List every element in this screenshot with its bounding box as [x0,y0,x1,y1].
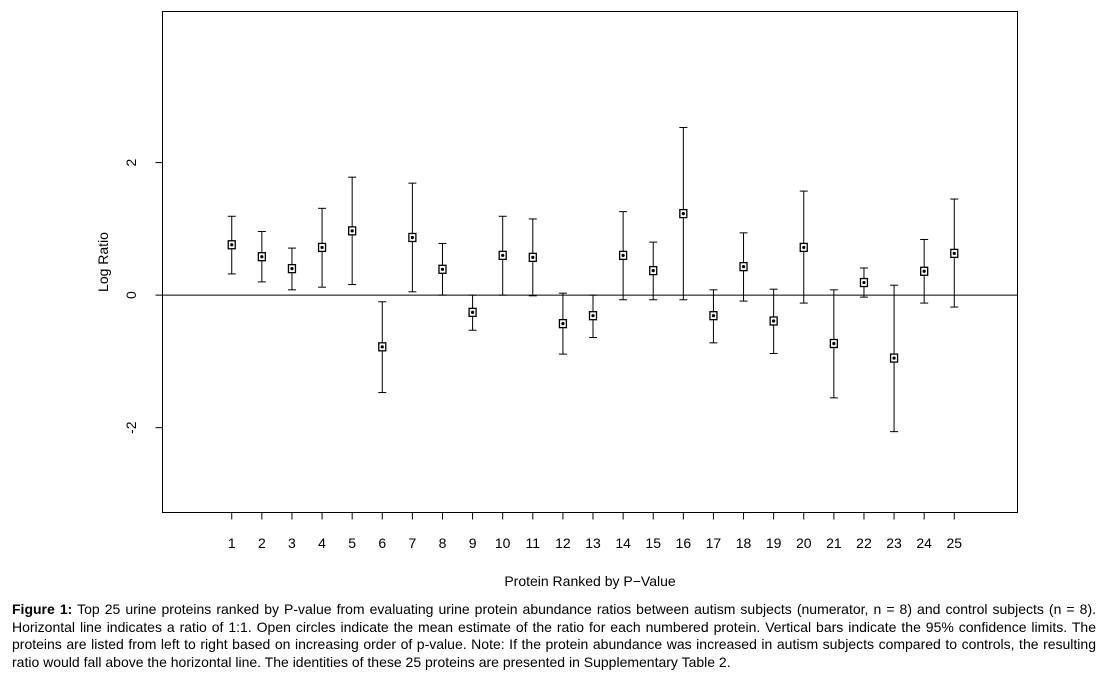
x-tick-label: 9 [469,535,477,551]
x-tick-label: 19 [766,535,782,551]
data-point-center [741,265,746,269]
data-point-center [802,245,806,250]
x-tick-label: 12 [555,535,571,551]
x-tick-label: 24 [916,535,932,551]
x-tick-label: 7 [408,535,416,551]
x-tick-label: 25 [946,535,962,551]
x-axis-label: Protein Ranked by P−Value [504,573,676,589]
x-tick-label: 18 [736,535,752,551]
data-point-center [230,243,234,247]
data-point-center [681,212,685,216]
x-tick-label: 3 [288,535,296,551]
x-tick-label: 15 [645,535,661,551]
x-tick-label: 13 [585,535,601,551]
data-point-center [320,245,324,250]
data-point-center [531,255,535,259]
x-tick-label: 8 [439,535,447,551]
data-point-center [290,267,294,271]
x-tick-label: 17 [706,535,722,551]
data-point-center [892,356,896,360]
caption-text: Top 25 urine proteins ranked by P-value … [12,601,1096,670]
data-point-center [591,314,595,318]
x-tick-label: 11 [526,535,541,551]
plot-frame [162,11,1018,513]
data-point-center [711,314,716,318]
x-tick-label: 4 [318,535,326,551]
x-tick-label: 14 [615,535,631,551]
y-tick-label: 2 [123,158,139,166]
data-point-center [832,341,836,346]
data-point-center [651,269,655,273]
y-axis-label: Log Ratio [95,232,111,292]
y-tick-label: 0 [123,291,139,299]
x-tick-label: 16 [676,535,692,551]
data-marks [227,126,959,433]
x-tick-label: 23 [886,535,902,551]
x-tick-label: 2 [258,535,266,551]
x-tick-label: 10 [495,535,511,551]
data-point-center [952,251,956,255]
caption-label: Figure 1: [12,601,73,617]
data-point-center [380,345,384,349]
data-point-center [440,267,445,271]
data-point-center [410,235,414,240]
x-axis: 1 2 3 4 5 6 7 8 9 10 11 12 13 14 15 16 17 18 19 20 21 22 23 24 2… [228,512,962,551]
x-tick-label: 20 [796,535,812,551]
x-tick-label: 6 [378,535,386,551]
data-point-center [922,269,926,273]
data-point-center [350,229,354,233]
y-tick-label: -2 [123,421,139,434]
data-point-center [862,280,866,285]
x-tick-label: 22 [856,535,872,551]
y-axis: -2 0 2 [123,158,163,434]
x-tick-label: 5 [348,535,356,551]
data-point-center [561,322,565,326]
data-point-center [470,310,475,314]
x-tick-label: 21 [826,535,842,551]
data-point-center [621,253,625,257]
data-point-center [772,319,776,323]
chart: -202 1 2 3 4 5 6 7 8 9 10 11 12 13 14 15 16 17 18 19 20 21 22… [95,11,1018,589]
data-point-center [501,253,505,257]
x-tick-label: 1 [228,535,236,551]
data-point-center [260,255,264,259]
figure-caption: Figure 1: Top 25 urine proteins ranked b… [12,601,1096,671]
